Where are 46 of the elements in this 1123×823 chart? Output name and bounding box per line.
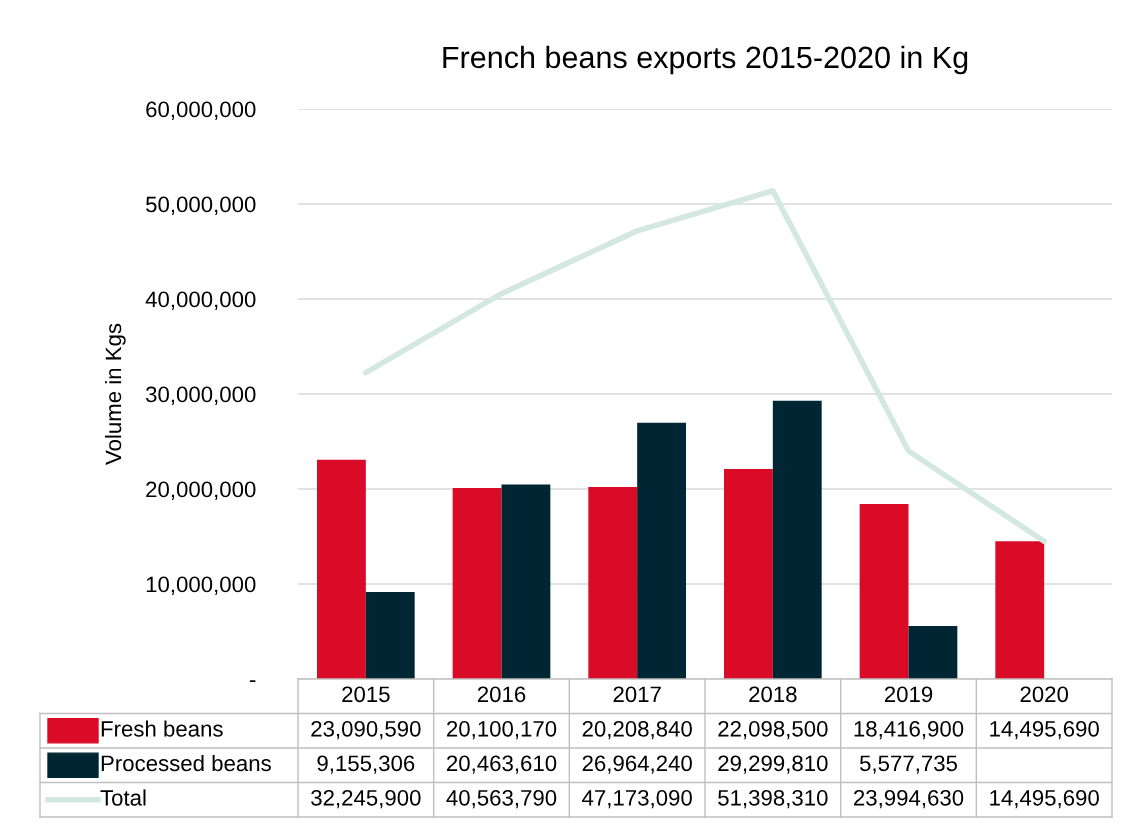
bar	[316, 459, 366, 679]
bar	[452, 488, 502, 679]
chart-title: French beans exports 2015-2020 in Kg	[443, 45, 968, 75]
data-label: 20,100,170	[447, 720, 557, 740]
x-tick-label: 2018	[749, 686, 797, 703]
data-label: 20,463,610	[447, 755, 557, 774]
data-label: 14,495,690	[990, 720, 1099, 740]
y-tick-label: 40,000,000	[145, 291, 256, 310]
y-tick-label: 20,000,000	[146, 481, 256, 500]
y-tick-label: 10,000,000	[146, 576, 256, 595]
data-label: 26,964,240	[582, 755, 692, 774]
y-tick-label: 50,000,000	[146, 196, 256, 215]
bar	[859, 504, 909, 679]
legend-label: Fresh beans	[101, 720, 223, 737]
data-label: 23,994,630	[854, 789, 964, 809]
y-axis-title: Volume in Kgs	[104, 323, 126, 465]
x-tick-label: 2015	[342, 686, 390, 703]
bar	[908, 626, 958, 679]
x-tick-label: 2016	[477, 686, 526, 703]
x-tick-label: 2020	[1020, 686, 1069, 703]
bar	[637, 422, 687, 679]
y-tick-label: -	[249, 680, 256, 683]
data-label: 5,577,735	[859, 755, 957, 774]
data-label: 51,398,310	[718, 789, 828, 809]
y-tick-label: 60,000,000	[146, 101, 256, 120]
bar	[588, 487, 638, 679]
x-tick-label: 2019	[884, 686, 933, 703]
bar	[501, 484, 551, 679]
legend-label: Total	[100, 789, 146, 806]
data-label: 14,495,690	[990, 789, 1099, 809]
data-label: 18,416,900	[854, 720, 964, 740]
data-label: 23,090,590	[311, 720, 421, 740]
data-label: 29,299,810	[718, 755, 828, 774]
data-label: 40,563,790	[446, 789, 557, 809]
data-label: 9,155,306	[317, 755, 415, 774]
data-label: 20,208,840	[582, 720, 692, 740]
bar	[995, 541, 1045, 679]
data-label: 47,173,090	[582, 789, 692, 809]
bar	[365, 592, 415, 679]
x-tick-label: 2017	[613, 686, 661, 703]
bar	[772, 400, 822, 679]
y-tick-label: 30,000,000	[145, 386, 256, 405]
data-label: 22,098,500	[718, 720, 828, 740]
legend-label: Processed beans	[101, 754, 271, 772]
data-label: 32,245,900	[311, 789, 421, 809]
bar	[723, 469, 773, 679]
